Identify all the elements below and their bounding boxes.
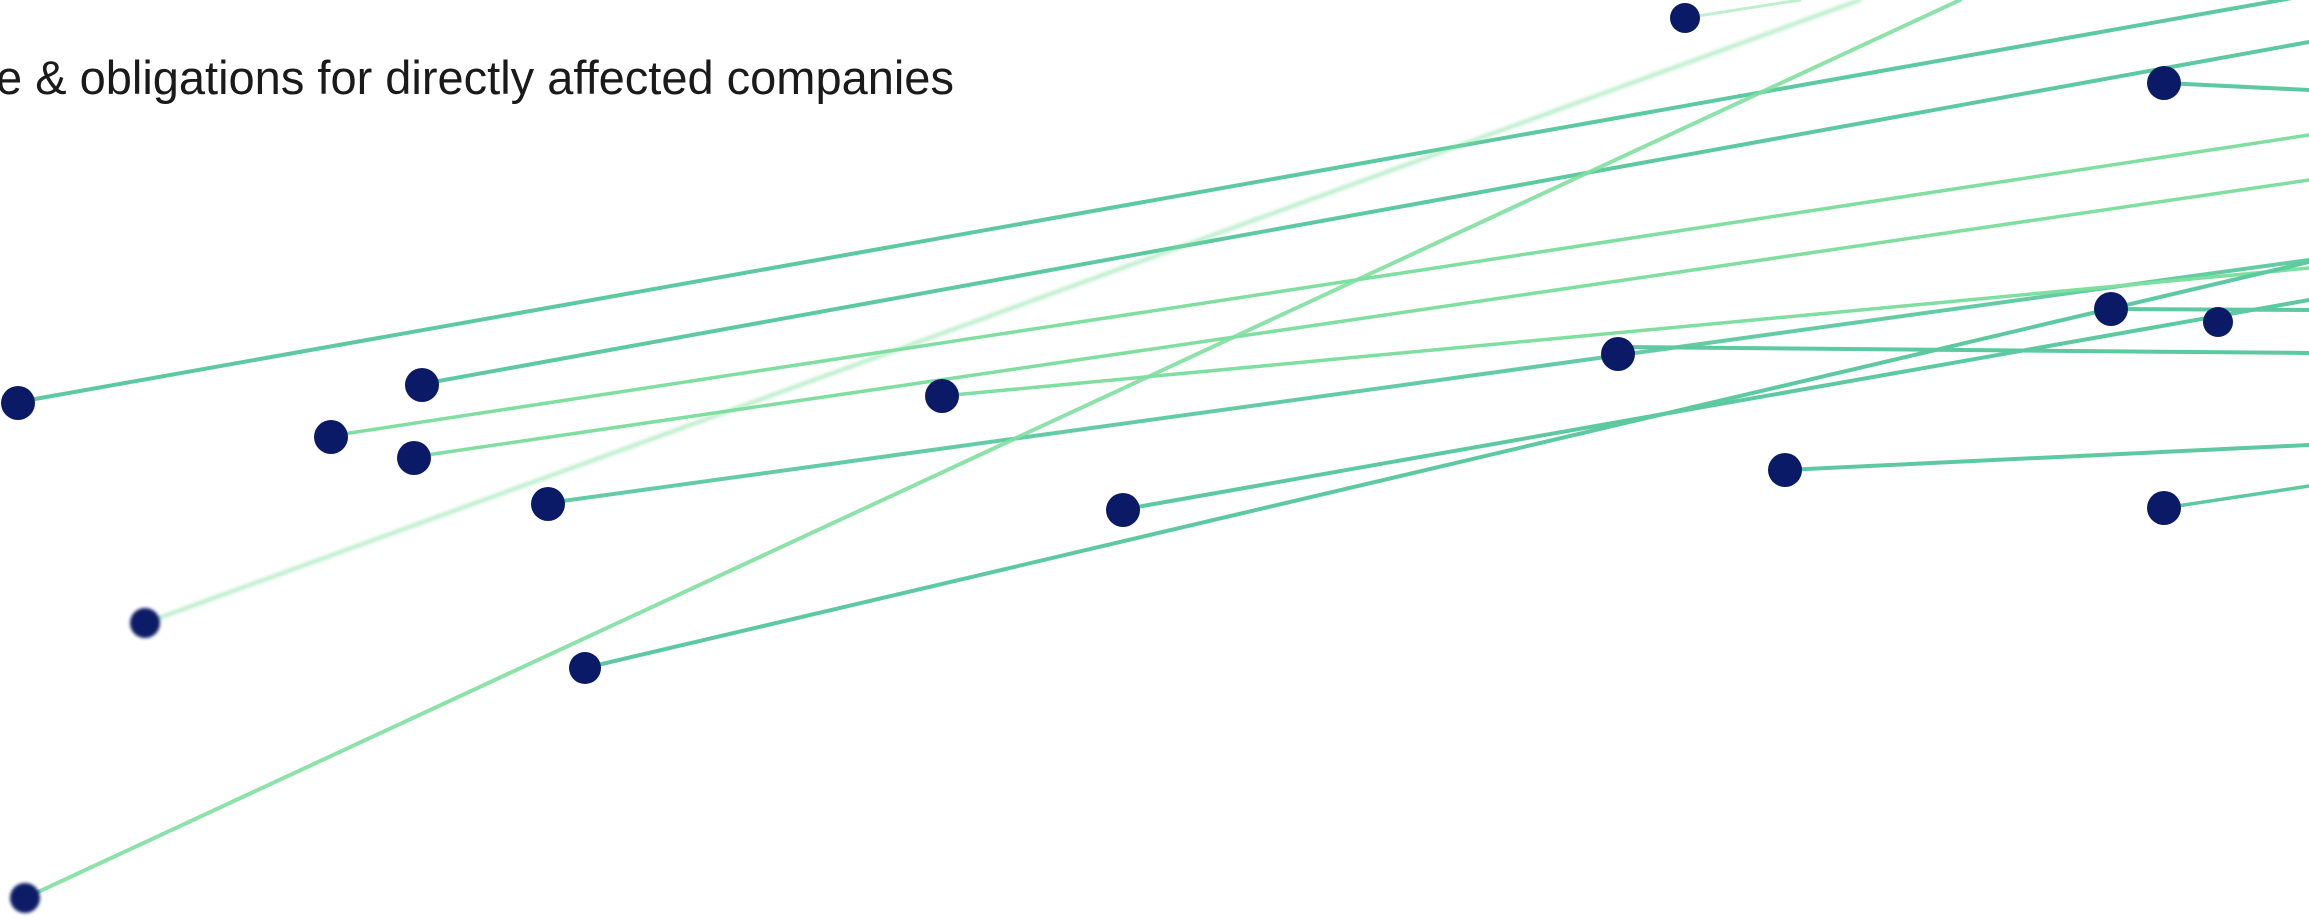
network-node xyxy=(2203,307,2233,337)
network-node xyxy=(1106,493,1140,527)
connector-line xyxy=(2162,81,2309,92)
network-node xyxy=(1601,337,1635,371)
slide-title: e & obligations for directly affected co… xyxy=(0,51,954,104)
network-node xyxy=(569,652,601,684)
connector-line xyxy=(1118,298,2309,512)
network-node xyxy=(2094,292,2128,326)
network-node xyxy=(2147,66,2181,100)
connector-line xyxy=(1783,443,2309,472)
connector-line xyxy=(328,133,2309,438)
connector-line xyxy=(1616,345,2309,355)
connector-line xyxy=(2162,484,2309,510)
network-node xyxy=(405,368,439,402)
connector-line xyxy=(1683,0,1802,20)
network-node xyxy=(2147,491,2181,525)
network-node xyxy=(10,883,40,913)
network-node xyxy=(531,487,565,521)
connector-line xyxy=(411,178,2309,459)
network-node xyxy=(130,608,160,638)
connector-line xyxy=(583,260,2309,670)
connector-line xyxy=(16,0,2293,404)
connector-line xyxy=(143,0,1862,625)
connector-line xyxy=(546,258,2309,505)
network-node xyxy=(925,379,959,413)
network-node xyxy=(397,441,431,475)
network-node xyxy=(1670,3,1700,33)
connector-line xyxy=(940,266,2309,398)
connector-line xyxy=(23,0,1962,900)
connector-line xyxy=(420,40,2309,386)
network-node xyxy=(1,386,35,420)
network-node xyxy=(314,420,348,454)
network-node xyxy=(1768,453,1802,487)
